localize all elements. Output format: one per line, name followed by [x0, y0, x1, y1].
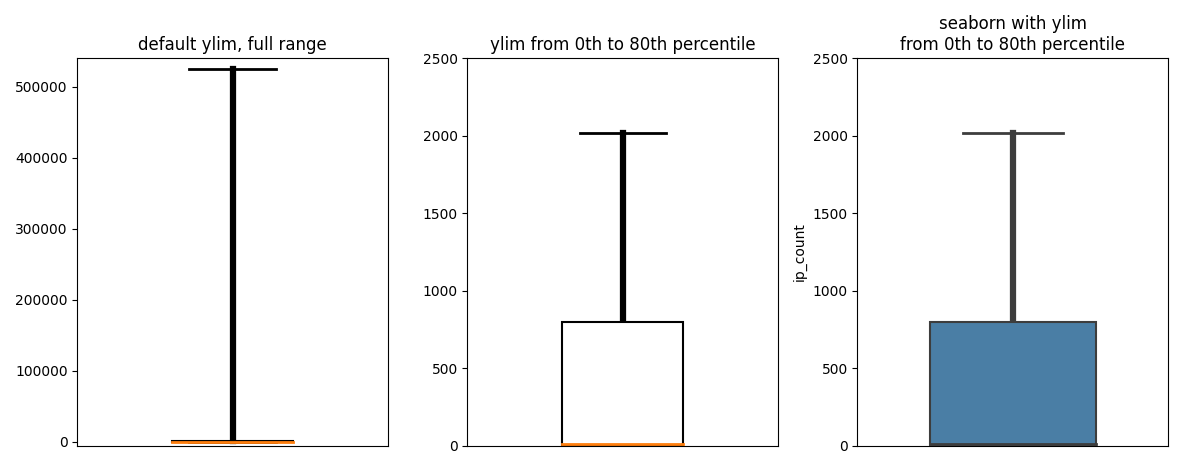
Title: seaborn with ylim
from 0th to 80th percentile: seaborn with ylim from 0th to 80th perce… — [900, 15, 1125, 54]
Bar — [173, 441, 293, 442]
Bar — [930, 322, 1095, 445]
Bar — [562, 322, 683, 445]
Title: default ylim, full range: default ylim, full range — [138, 36, 327, 54]
Y-axis label: ip_count: ip_count — [793, 222, 807, 281]
Title: ylim from 0th to 80th percentile: ylim from 0th to 80th percentile — [490, 36, 756, 54]
